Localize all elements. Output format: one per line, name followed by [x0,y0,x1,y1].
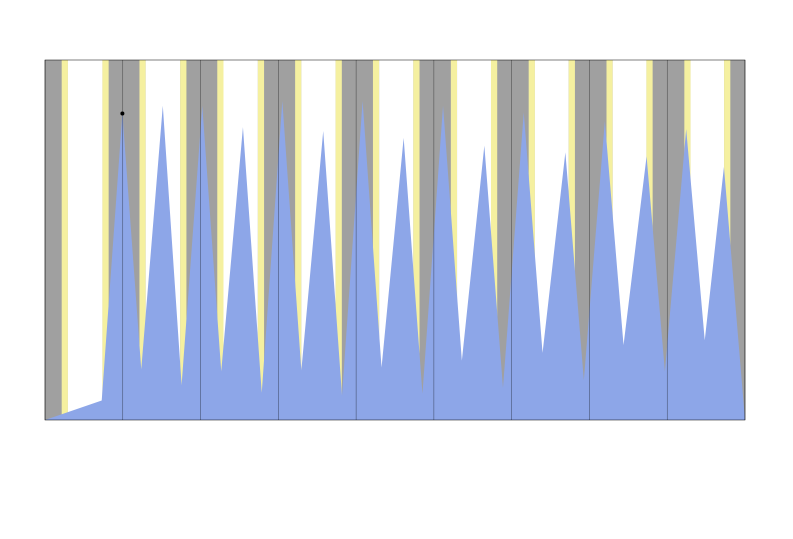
day-band [68,60,103,420]
twilight [62,60,68,420]
tide-point [120,112,124,116]
